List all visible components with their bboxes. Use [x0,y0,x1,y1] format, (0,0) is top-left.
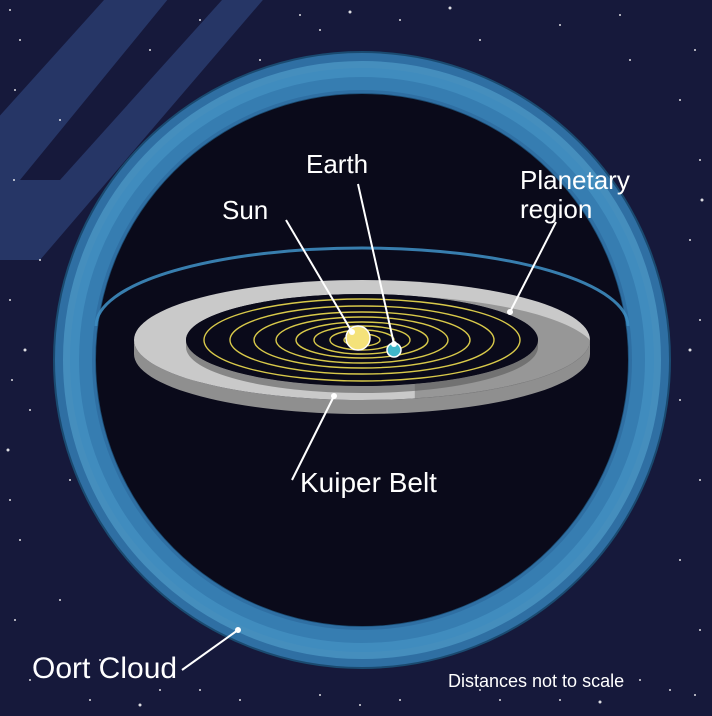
planetary-label: Planetary region [520,166,630,223]
kuiper-line-dot [331,393,337,399]
diagram-stage: Earth Sun Planetary region Kuiper Belt Oort … [0,0,712,716]
sun-line-dot [349,329,355,335]
earth-line-dot [391,341,397,347]
sun-label: Sun [222,196,268,225]
oort-line-dot [235,627,241,633]
kuiper-label: Kuiper Belt [300,468,437,499]
planetary-line-dot [507,309,513,315]
scene-svg [0,0,712,716]
note-label: Distances not to scale [448,672,624,692]
earth-label: Earth [306,150,368,179]
oort-label: Oort Cloud [32,652,177,685]
